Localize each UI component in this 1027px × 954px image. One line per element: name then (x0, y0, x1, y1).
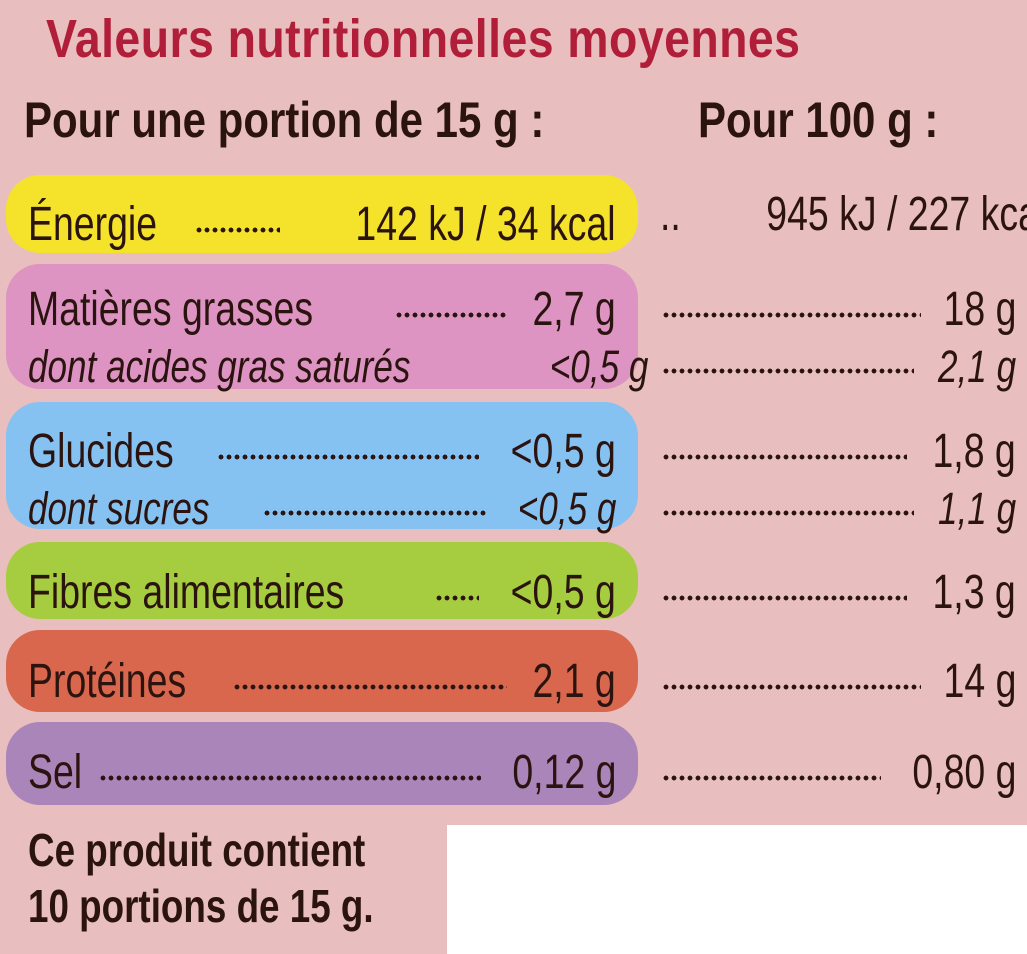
leader-dots (395, 275, 508, 325)
energy-row-per100: .. 945 kJ / 227 kcal (660, 188, 1027, 241)
salt-per100-value: 0,80 g (911, 746, 1016, 799)
sugars-row-portion: dont sucres <0,5 g (28, 474, 616, 534)
protein-row-portion: Protéines 2,1 g (28, 647, 616, 707)
fat-label: Matières grasses (28, 283, 314, 336)
energy-row-portion: Énergie 142 kJ / 34 kcal (28, 190, 616, 250)
fat-band (6, 264, 638, 389)
energy-portion-value: 142 kJ / 34 kcal (355, 198, 616, 251)
fibre-row-per100: 1,3 g (660, 558, 1016, 618)
servings-note-line1: Ce produit contient (28, 824, 366, 876)
leader-dots (195, 190, 281, 240)
fibre-band (6, 542, 638, 619)
servings-note: Ce produit contient 10 portions de 15 g. (28, 822, 448, 934)
leader-dots (662, 474, 914, 524)
protein-label: Protéines (28, 655, 187, 708)
fibre-label: Fibres alimentaires (28, 566, 345, 619)
leader-dots (262, 474, 488, 524)
protein-portion-value: 2,1 g (532, 655, 616, 708)
header-portion: Pour une portion de 15 g : (24, 92, 545, 148)
leader-dots (99, 738, 481, 788)
satfat-label: dont acides gras saturés (28, 341, 411, 392)
energy-per100-value: 945 kJ / 227 kcal (765, 188, 1027, 241)
salt-row-portion: Sel 0,12 g (28, 738, 616, 798)
sugars-label: dont sucres (28, 483, 210, 534)
protein-per100-value: 14 g (943, 655, 1016, 708)
energy-label: Énergie (28, 198, 158, 251)
carbs-row-per100: 1,8 g (660, 417, 1016, 477)
protein-row-per100: 14 g (660, 647, 1016, 707)
sugars-per100-value: 1,1 g (937, 483, 1016, 534)
salt-row-per100: 0,80 g (660, 738, 1016, 798)
carbs-portion-value: <0,5 g (510, 425, 616, 478)
fat-portion-value: 2,7 g (532, 283, 616, 336)
carbs-label: Glucides (28, 425, 174, 478)
energy-band (6, 175, 638, 253)
servings-note-line2: 10 portions de 15 g. (28, 880, 374, 932)
leader-dots (662, 647, 921, 697)
fat-row-portion: Matières grasses 2,7 g (28, 275, 616, 335)
fibre-row-portion: Fibres alimentaires <0,5 g (28, 558, 616, 618)
sugars-portion-value: <0,5 g (517, 483, 616, 534)
satfat-row-portion: dont acides gras saturés <0,5 g (28, 332, 649, 392)
carbs-row-portion: Glucides <0,5 g (28, 417, 616, 477)
satfat-row-per100: 2,1 g (660, 332, 1016, 392)
leader-dots (662, 558, 908, 608)
leader-dots (662, 738, 881, 788)
sugars-row-per100: 1,1 g (660, 474, 1016, 534)
fibre-per100-value: 1,3 g (932, 566, 1016, 619)
footer-background (0, 825, 447, 954)
carbs-per100-value: 1,8 g (932, 425, 1016, 478)
header-per-100g: Pour 100 g : (698, 92, 939, 148)
fat-row-per100: 18 g (660, 275, 1016, 335)
leader-dots (662, 275, 921, 325)
satfat-per100-value: 2,1 g (937, 341, 1016, 392)
energy-per100-prefix: .. (660, 188, 681, 241)
satfat-portion-value: <0,5 g (550, 341, 649, 392)
leader-dots (662, 332, 914, 382)
fibre-portion-value: <0,5 g (510, 566, 616, 619)
leader-dots (435, 558, 480, 608)
salt-label: Sel (28, 746, 83, 799)
fat-per100-value: 18 g (943, 283, 1016, 336)
salt-portion-value: 0,12 g (511, 746, 616, 799)
leader-dots (662, 417, 908, 467)
leader-dots (232, 647, 508, 697)
leader-dots (216, 417, 480, 467)
page-title: Valeurs nutritionnelles moyennes (46, 9, 801, 69)
